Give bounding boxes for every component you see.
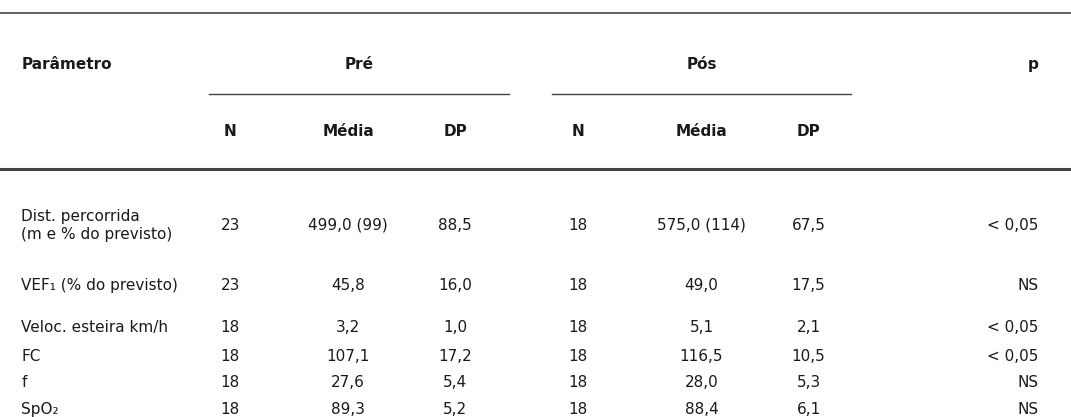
Text: p: p (1028, 57, 1039, 72)
Text: 89,3: 89,3 (331, 402, 365, 417)
Text: N: N (572, 124, 585, 139)
Text: 5,1: 5,1 (690, 320, 713, 335)
Text: 18: 18 (569, 218, 588, 233)
Text: Parâmetro: Parâmetro (21, 57, 112, 72)
Text: 18: 18 (221, 320, 240, 335)
Text: 5,3: 5,3 (797, 375, 820, 390)
Text: 3,2: 3,2 (336, 320, 360, 335)
Text: 18: 18 (221, 375, 240, 390)
Text: Pré: Pré (344, 57, 374, 72)
Text: VEF₁ (% do previsto): VEF₁ (% do previsto) (21, 278, 178, 293)
Text: 116,5: 116,5 (680, 349, 723, 364)
Text: 5,2: 5,2 (443, 402, 467, 417)
Text: 2,1: 2,1 (797, 320, 820, 335)
Text: 10,5: 10,5 (791, 349, 826, 364)
Text: NS: NS (1017, 375, 1039, 390)
Text: Média: Média (322, 124, 374, 139)
Text: 23: 23 (221, 278, 240, 293)
Text: 499,0 (99): 499,0 (99) (308, 218, 388, 233)
Text: 6,1: 6,1 (797, 402, 820, 417)
Text: DP: DP (443, 124, 467, 139)
Text: < 0,05: < 0,05 (987, 349, 1039, 364)
Text: 18: 18 (221, 349, 240, 364)
Text: 1,0: 1,0 (443, 320, 467, 335)
Text: N: N (224, 124, 237, 139)
Text: 107,1: 107,1 (327, 349, 369, 364)
Text: 18: 18 (569, 349, 588, 364)
Text: 18: 18 (569, 402, 588, 417)
Text: SpO₂: SpO₂ (21, 402, 59, 417)
Text: NS: NS (1017, 278, 1039, 293)
Text: Dist. percorrida
(m e % do previsto): Dist. percorrida (m e % do previsto) (21, 208, 172, 242)
Text: Média: Média (676, 124, 727, 139)
Text: 17,2: 17,2 (438, 349, 472, 364)
Text: 18: 18 (569, 278, 588, 293)
Text: < 0,05: < 0,05 (987, 320, 1039, 335)
Text: Pós: Pós (687, 57, 716, 72)
Text: DP: DP (797, 124, 820, 139)
Text: 45,8: 45,8 (331, 278, 365, 293)
Text: 27,6: 27,6 (331, 375, 365, 390)
Text: Veloc. esteira km/h: Veloc. esteira km/h (21, 320, 168, 335)
Text: 23: 23 (221, 218, 240, 233)
Text: NS: NS (1017, 402, 1039, 417)
Text: 18: 18 (569, 320, 588, 335)
Text: 18: 18 (569, 375, 588, 390)
Text: 67,5: 67,5 (791, 218, 826, 233)
Text: 18: 18 (221, 402, 240, 417)
Text: 17,5: 17,5 (791, 278, 826, 293)
Text: FC: FC (21, 349, 41, 364)
Text: 49,0: 49,0 (684, 278, 719, 293)
Text: 28,0: 28,0 (684, 375, 719, 390)
Text: 88,5: 88,5 (438, 218, 472, 233)
Text: 575,0 (114): 575,0 (114) (658, 218, 745, 233)
Text: 16,0: 16,0 (438, 278, 472, 293)
Text: 88,4: 88,4 (684, 402, 719, 417)
Text: < 0,05: < 0,05 (987, 218, 1039, 233)
Text: 5,4: 5,4 (443, 375, 467, 390)
Text: f: f (21, 375, 27, 390)
